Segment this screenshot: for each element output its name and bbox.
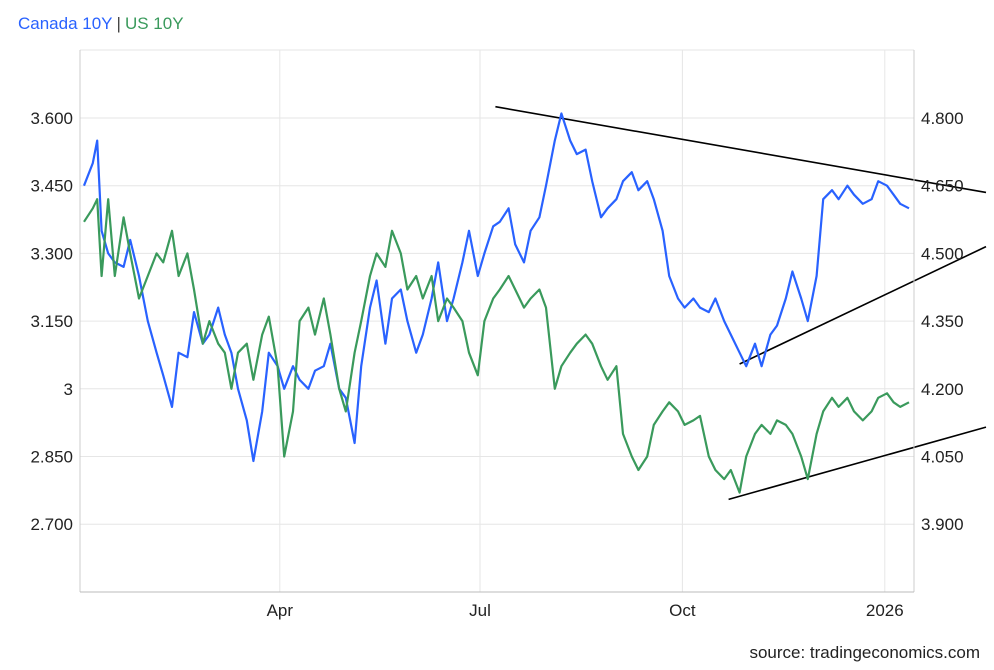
y-left-tick-label: 2.850 bbox=[30, 448, 73, 467]
y-right-tick-label: 4.800 bbox=[921, 109, 964, 128]
legend-separator: | bbox=[116, 14, 121, 33]
y-left-tick-label: 3.600 bbox=[30, 109, 73, 128]
x-tick-label: Jul bbox=[469, 601, 491, 620]
trendlines bbox=[495, 105, 987, 501]
y-left-tick-label: 2.700 bbox=[30, 515, 73, 534]
series-line-canada-10y bbox=[82, 112, 910, 463]
legend-us-10y[interactable]: US 10Y bbox=[124, 14, 184, 33]
grid bbox=[80, 49, 914, 592]
y-left-tick-label: 3 bbox=[64, 380, 73, 399]
y-right-tick-label: 4.050 bbox=[921, 448, 964, 467]
y-right-tick-label: 4.500 bbox=[921, 244, 964, 263]
y-right-tick-label: 4.350 bbox=[921, 312, 964, 331]
y-left-tick-label: 3.300 bbox=[30, 244, 73, 263]
y-left-tick-label: 3.150 bbox=[30, 312, 73, 331]
axes: 3.600 3.450 3.300 3.150 3 2.850 2.700 4.800 4.65… bbox=[30, 50, 964, 620]
trendline-1 bbox=[495, 105, 987, 194]
series-line-us-10y bbox=[83, 198, 910, 494]
series-lines bbox=[82, 112, 910, 494]
trendline-2 bbox=[739, 245, 987, 365]
legend-canada-10y[interactable]: Canada 10Y bbox=[18, 14, 113, 33]
y-left-tick-label: 3.450 bbox=[30, 177, 73, 196]
x-tick-label: Oct bbox=[669, 601, 696, 620]
x-tick-label: 2026 bbox=[866, 601, 904, 620]
y-right-tick-label: 3.900 bbox=[921, 515, 964, 534]
trendline-3 bbox=[728, 426, 987, 501]
y-right-tick-label: 4.650 bbox=[921, 177, 964, 196]
x-tick-label: Apr bbox=[267, 601, 294, 620]
y-right-tick-label: 4.200 bbox=[921, 380, 964, 399]
source-attribution[interactable]: source: tradingeconomics.com bbox=[749, 643, 980, 662]
chart-legend: Canada 10Y | US 10Y bbox=[18, 14, 184, 34]
